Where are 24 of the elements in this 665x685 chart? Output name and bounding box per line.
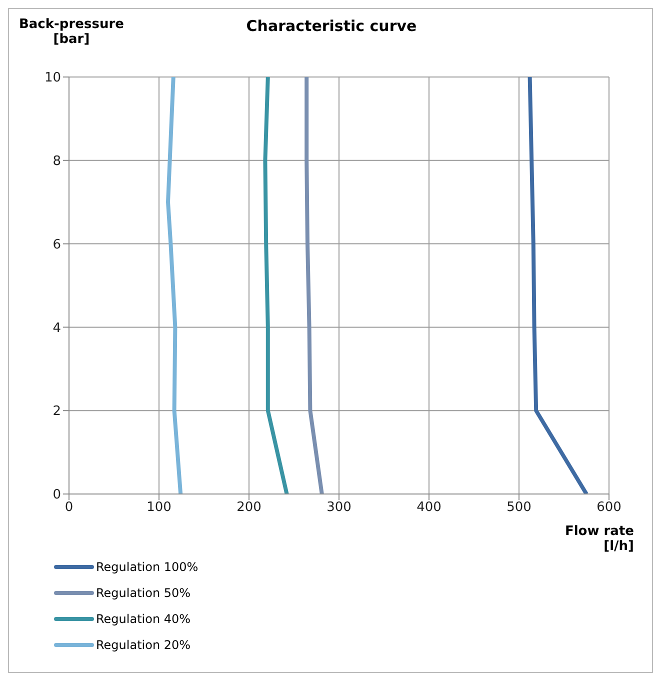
line-series xyxy=(263,77,289,494)
x-tick-label: 600 xyxy=(596,500,622,516)
legend-label: Regulation 50% xyxy=(96,586,191,600)
x-tick-label: 0 xyxy=(64,500,74,516)
legend-label: Regulation 100% xyxy=(96,560,198,574)
line-series xyxy=(528,77,588,494)
x-tick-label: 300 xyxy=(326,500,352,516)
y-tick-label: 6 xyxy=(52,237,61,252)
x-tick-label: 400 xyxy=(416,500,442,516)
x-axis-title: Flow rate [l/h] xyxy=(564,524,634,554)
x-tick-label: 500 xyxy=(506,500,532,516)
y-tick-label: 0 xyxy=(52,488,61,503)
line-series xyxy=(304,77,324,494)
y-tick-label: 8 xyxy=(52,154,61,170)
x-tick-label: 200 xyxy=(236,500,262,516)
y-tick-label: 4 xyxy=(52,320,61,336)
y-axis-title: Back-pressure [bar] xyxy=(19,17,124,47)
y-tick-label: 10 xyxy=(44,70,61,86)
chart-title: Characteristic curve xyxy=(246,17,417,35)
legend-label: Regulation 40% xyxy=(96,612,191,626)
y-tick-label: 2 xyxy=(52,404,61,420)
legend-label: Regulation 20% xyxy=(96,638,191,652)
line-series xyxy=(166,77,183,494)
x-tick-label: 100 xyxy=(146,500,172,516)
